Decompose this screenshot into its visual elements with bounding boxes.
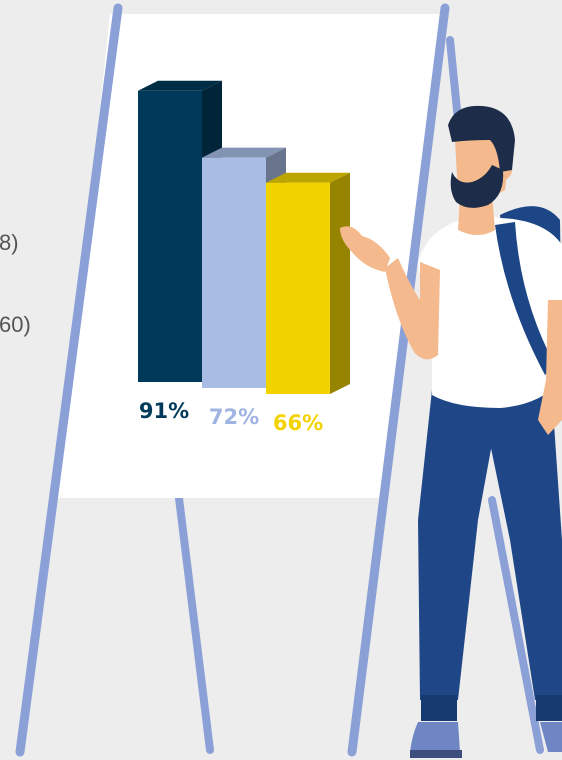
- edge-text-1: 8): [0, 230, 19, 255]
- bar-3-top: [266, 172, 350, 183]
- bar-labels: 91% 72% 66%: [139, 399, 323, 435]
- backpack-strap: [495, 222, 555, 375]
- bar-3: [266, 172, 350, 394]
- bar-3-label: 66%: [273, 411, 323, 435]
- shoe-right: [540, 722, 562, 752]
- edge-text-2: 60): [0, 312, 31, 337]
- arm-right: [538, 300, 562, 435]
- bar-3-front: [266, 182, 330, 394]
- shoe-left: [410, 722, 460, 752]
- beard: [450, 165, 504, 208]
- hand-left: [340, 226, 390, 272]
- bar-2-top: [202, 147, 286, 158]
- shirt: [418, 215, 562, 408]
- easel-leg-rear-left: [174, 486, 214, 754]
- jeans-cuff-right: [536, 695, 562, 721]
- presenter-figure: [340, 105, 562, 758]
- jeans-right-leg: [480, 395, 562, 700]
- bar-chart: [138, 80, 350, 394]
- easel-leg-left: [15, 3, 123, 757]
- jeans-cuff-left: [421, 695, 457, 721]
- bar-1-label: 91%: [139, 399, 189, 423]
- bar-2-label: 72%: [209, 405, 259, 429]
- hair: [448, 105, 515, 172]
- easel-leg-rear-right: [488, 496, 544, 754]
- shoe-left-sole: [410, 750, 462, 758]
- arm-left: [385, 258, 440, 360]
- bar-2-front: [202, 157, 266, 388]
- easel-leg-right: [347, 3, 450, 757]
- bar-3-side: [330, 172, 350, 394]
- jeans-left-leg: [418, 390, 500, 700]
- bar-1-top: [138, 80, 222, 91]
- bar-1-front: [138, 90, 202, 383]
